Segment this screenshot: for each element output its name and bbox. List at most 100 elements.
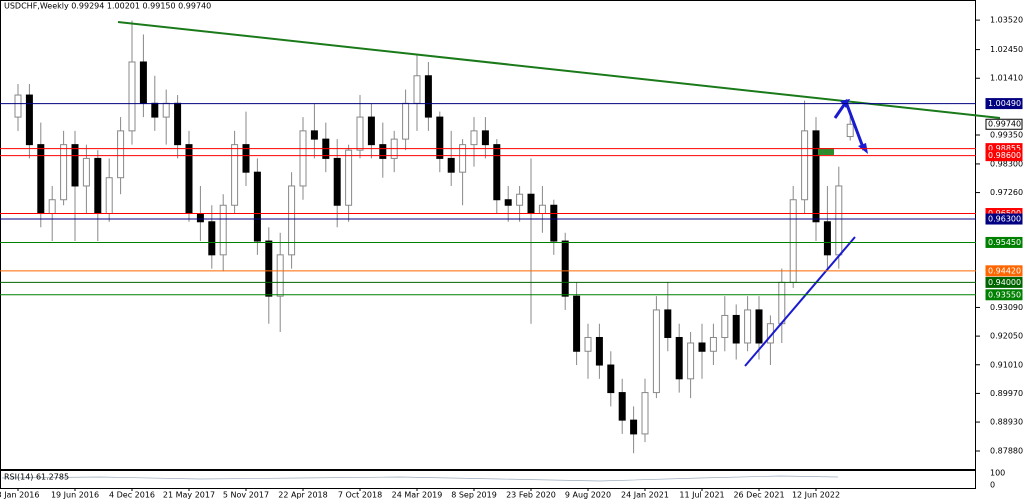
candle-body bbox=[436, 116, 444, 159]
level-tag bbox=[985, 276, 1023, 288]
support-line bbox=[744, 236, 856, 367]
candle-body bbox=[698, 342, 706, 352]
x-tick-label: 8 Sep 2019 bbox=[451, 491, 497, 500]
candle-body bbox=[732, 314, 740, 344]
level-tag bbox=[985, 213, 1023, 225]
level-label: 0.94000 bbox=[988, 278, 1021, 287]
x-tick-label: 9 Aug 2020 bbox=[565, 491, 611, 500]
candle-body bbox=[789, 199, 797, 283]
indicator-tick-label: 100 bbox=[990, 469, 1005, 478]
candle-body bbox=[493, 144, 501, 201]
candle-body bbox=[25, 94, 33, 146]
y-tick-label: 0.99350 bbox=[990, 130, 1023, 139]
candle-body bbox=[37, 144, 45, 215]
level-label: 0.93550 bbox=[988, 290, 1021, 299]
candle-body bbox=[185, 144, 193, 215]
candle-body bbox=[424, 75, 432, 118]
y-tick-label: 1.02450 bbox=[990, 45, 1023, 54]
y-tick-label: 0.88930 bbox=[990, 418, 1023, 427]
y-tick-label: 1.01410 bbox=[990, 74, 1023, 83]
y-tick-label: 0.98300 bbox=[990, 159, 1023, 168]
x-tick-label: 7 Oct 2018 bbox=[338, 491, 382, 500]
candle-body bbox=[14, 94, 22, 118]
candle-body bbox=[595, 336, 603, 366]
candle-body bbox=[755, 309, 763, 344]
candle-body bbox=[413, 75, 421, 104]
level-label: 0.98600 bbox=[988, 151, 1021, 160]
y-tick-label: 0.91010 bbox=[990, 360, 1023, 369]
candle-body bbox=[174, 102, 182, 146]
level-label: 0.94420 bbox=[988, 266, 1021, 275]
indicator-line bbox=[1, 475, 839, 482]
candle-body bbox=[709, 336, 717, 352]
level-tag bbox=[985, 150, 1023, 162]
candle-body bbox=[823, 221, 831, 256]
zone-box bbox=[818, 148, 834, 155]
trend-line bbox=[117, 21, 1001, 119]
candle-body bbox=[447, 157, 455, 173]
candle-body bbox=[675, 336, 683, 380]
candle-body bbox=[379, 144, 387, 159]
x-tick-label: 22 Apr 2018 bbox=[278, 491, 327, 500]
candle-body bbox=[618, 392, 626, 421]
candle-body bbox=[367, 116, 375, 146]
candle-body bbox=[310, 130, 318, 140]
candle-body bbox=[333, 157, 341, 206]
candle-body bbox=[242, 144, 250, 173]
candle-body bbox=[459, 144, 467, 173]
candle-body bbox=[253, 171, 261, 242]
candle-body bbox=[687, 342, 695, 380]
candle-body bbox=[139, 61, 147, 104]
candle-body bbox=[196, 213, 204, 223]
candle-body bbox=[778, 281, 786, 325]
candle-body bbox=[82, 157, 90, 187]
level-tag bbox=[985, 98, 1023, 110]
level-label: 0.99740 bbox=[988, 120, 1021, 129]
candle-body bbox=[846, 123, 854, 138]
candle-body bbox=[162, 102, 170, 118]
x-tick-label: 11 Jul 2021 bbox=[679, 491, 724, 500]
candle-body bbox=[801, 130, 809, 201]
y-tick-label: 1.03520 bbox=[990, 16, 1023, 25]
candle-body bbox=[573, 295, 581, 352]
y-tick-label: 0.92050 bbox=[990, 332, 1023, 341]
candle-body bbox=[265, 240, 273, 297]
x-tick-label: 12 Jun 2022 bbox=[792, 491, 840, 500]
indicator-frame bbox=[0, 470, 976, 489]
candle-body bbox=[721, 314, 729, 338]
candle-body bbox=[481, 130, 489, 146]
x-tick-label: 5 Nov 2017 bbox=[223, 491, 269, 500]
y-tick-label: 0.87880 bbox=[990, 446, 1023, 455]
level-label: 1.00490 bbox=[988, 99, 1021, 108]
level-tag bbox=[985, 265, 1023, 277]
x-tick-label: 24 Jan 2021 bbox=[621, 491, 669, 500]
candle-body bbox=[60, 144, 68, 201]
candle-body bbox=[527, 193, 535, 215]
chart-title: USDCHF,Weekly 0.99294 1.00201 0.99150 0.… bbox=[4, 2, 211, 11]
candle-body bbox=[561, 240, 569, 297]
candle-body bbox=[151, 102, 159, 118]
candle-body bbox=[276, 254, 284, 297]
candle-body bbox=[470, 130, 478, 146]
x-tick-label: 3 Jan 2016 bbox=[0, 491, 39, 500]
x-tick-label: 21 May 2017 bbox=[163, 491, 215, 500]
plot-frame bbox=[0, 0, 976, 470]
candle-body bbox=[664, 309, 672, 338]
candle-body bbox=[584, 336, 592, 352]
y-tick-label: 0.89970 bbox=[990, 389, 1023, 398]
level-tag bbox=[985, 289, 1023, 301]
x-tick-label: 19 Jun 2016 bbox=[51, 491, 99, 500]
candle-body bbox=[652, 309, 660, 394]
candle-body bbox=[550, 204, 558, 242]
level-label: 0.95450 bbox=[988, 238, 1021, 247]
x-tick-label: 24 Mar 2019 bbox=[392, 491, 443, 500]
candle-body bbox=[345, 149, 353, 206]
candle-body bbox=[219, 204, 227, 256]
level-label: 0.96500 bbox=[988, 209, 1021, 218]
candle-body bbox=[299, 130, 307, 187]
indicator-tick-label: 0 bbox=[990, 481, 995, 490]
candle-body bbox=[538, 204, 546, 215]
candle-body bbox=[630, 419, 638, 435]
candle-body bbox=[288, 185, 296, 256]
